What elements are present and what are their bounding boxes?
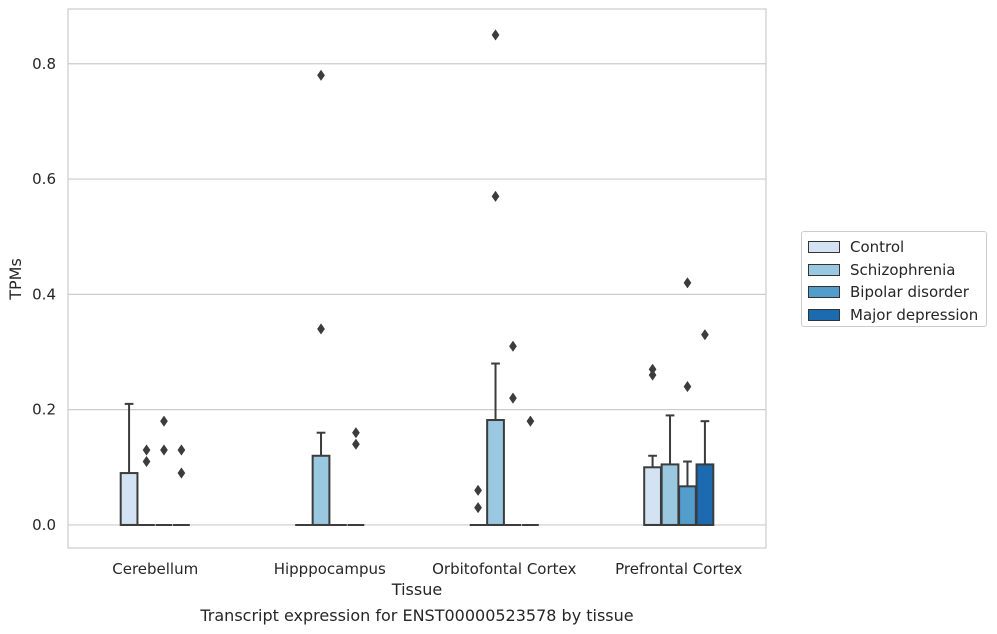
box-orbitofontal-cortex-bipolar-disorder <box>504 340 522 526</box>
x-tick-label: Orbitofontal Cortex <box>432 560 576 578</box>
box-prefrontal-cortex-control <box>643 363 662 526</box>
y-axis-label: TPMs <box>6 258 25 301</box>
legend-label-major-depression: Major depression <box>850 305 979 324</box>
box-hipppocampus-schizophrenia <box>311 69 331 526</box>
legend-item-major-depression: Major depression <box>808 304 980 327</box>
outlier-point <box>317 323 325 335</box>
legend-swatch-control <box>808 241 840 254</box>
outlier-point <box>491 190 500 202</box>
outlier-point <box>177 444 186 456</box>
legend-label-schizophrenia: Schizophrenia <box>850 260 956 279</box>
box-body <box>311 454 331 526</box>
box-prefrontal-cortex-bipolar-disorder <box>678 277 697 526</box>
box-cerebellum-major-depression <box>173 444 190 526</box>
x-tick-label: Cerebellum <box>112 560 198 578</box>
y-tick-label: 0.8 <box>32 55 56 73</box>
box-layer <box>119 29 715 526</box>
outlier-point <box>352 438 360 450</box>
outlier-point <box>683 277 692 289</box>
box-orbitofontal-cortex-schizophrenia <box>486 29 505 526</box>
outlier-point <box>160 444 168 456</box>
outlier-point <box>683 380 692 393</box>
legend-swatch-bipolar-disorder <box>808 286 840 299</box>
x-tick-label: Hipppocampus <box>274 560 386 578</box>
outlier-point <box>142 444 151 456</box>
outlier-point <box>701 329 709 341</box>
x-tick-labels: Cerebellum Hipppocampus Orbitofontal Corte… <box>112 560 742 578</box>
x-axis-label: Tissue <box>391 580 442 599</box>
outlier-point <box>352 427 360 439</box>
box-body <box>695 463 715 526</box>
outlier-point <box>526 415 535 427</box>
outlier-point <box>317 69 325 81</box>
box-cerebellum-control <box>119 402 139 526</box>
y-tick-label: 0.4 <box>32 285 56 303</box>
legend-swatch-schizophrenia <box>808 263 840 276</box>
plot-frame <box>67 8 767 549</box>
box-cerebellum-bipolar-disorder <box>155 415 173 526</box>
outlier-point <box>142 455 151 468</box>
y-tick-labels: 0.0 0.2 0.4 0.6 0.8 <box>32 55 56 534</box>
outlier-point <box>509 340 517 352</box>
outlier-point <box>474 502 482 514</box>
y-tick-label: 0.0 <box>32 516 56 534</box>
legend-item-bipolar-disorder: Bipolar disorder <box>808 281 980 304</box>
legend-item-schizophrenia: Schizophrenia <box>808 259 980 282</box>
outlier-point <box>509 392 517 404</box>
box-body <box>678 485 697 526</box>
legend-label-control: Control <box>850 238 905 257</box>
chart-caption: Transcript expression for ENST0000052357… <box>200 606 634 625</box>
outlier-point <box>648 363 657 375</box>
box-prefrontal-cortex-major-depression <box>695 329 715 526</box>
box-hipppocampus-major-depression <box>347 427 365 526</box>
x-tick-label: Prefrontal Cortex <box>615 560 742 578</box>
box-orbitofontal-cortex-control <box>469 484 487 526</box>
box-body <box>486 419 505 526</box>
box-body <box>643 466 662 526</box>
box-body <box>119 472 139 526</box>
outlier-point <box>491 29 500 41</box>
legend: Control Schizophrenia Bipolar disorder M… <box>801 231 987 327</box>
y-tick-label: 0.2 <box>32 401 56 419</box>
outlier-point <box>160 415 168 427</box>
legend-label-bipolar-disorder: Bipolar disorder <box>850 283 969 302</box>
box-body <box>660 463 680 526</box>
outlier-point <box>474 484 482 496</box>
box-prefrontal-cortex-schizophrenia <box>660 414 680 526</box>
grid-lines <box>68 63 766 526</box>
legend-item-control: Control <box>808 236 980 259</box>
box-cerebellum-schizophrenia <box>138 444 155 526</box>
outlier-point <box>648 369 657 381</box>
outlier-point <box>177 467 186 479</box>
y-tick-label: 0.6 <box>32 170 56 188</box>
box-orbitofontal-cortex-major-depression <box>522 415 539 526</box>
legend-swatch-major-depression <box>808 308 840 321</box>
